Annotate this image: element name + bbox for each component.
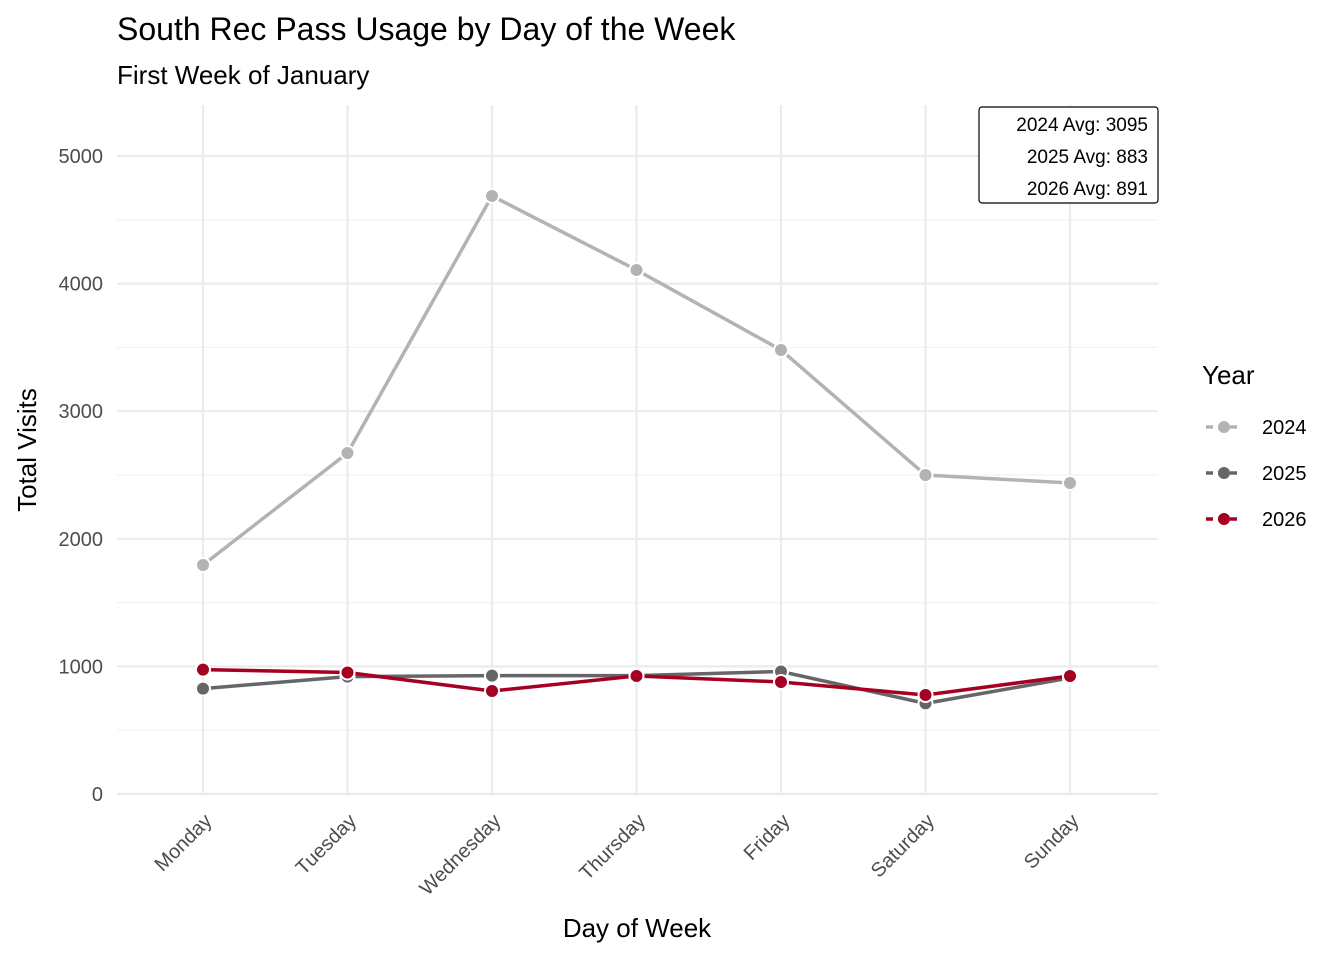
y-tick-label: 5000 bbox=[59, 146, 104, 168]
x-axis-label: Day of Week bbox=[563, 913, 712, 943]
average-annotation: 2024 Avg: 3095 2025 Avg: 883 2026 Avg: 891 bbox=[978, 106, 1159, 204]
data-point-2026 bbox=[773, 673, 789, 690]
annotation-line: 2025 Avg: 883 bbox=[1027, 147, 1148, 168]
x-tick-label: Sunday bbox=[1020, 810, 1084, 874]
annotation-line: 2026 Avg: 891 bbox=[1027, 179, 1148, 200]
y-tick-label: 2000 bbox=[59, 529, 104, 551]
data-point-2025 bbox=[484, 667, 500, 684]
legend-key-point bbox=[1218, 467, 1230, 479]
legend-label: 2025 bbox=[1262, 463, 1307, 485]
y-tick-label: 0 bbox=[92, 784, 103, 806]
legend-title: Year bbox=[1202, 360, 1255, 390]
x-tick-label: Monday bbox=[151, 810, 217, 876]
data-point-2024 bbox=[628, 261, 645, 278]
chart-subtitle: First Week of January bbox=[117, 60, 369, 90]
x-tick-label: Wednesday bbox=[416, 810, 506, 900]
y-tick-label: 1000 bbox=[59, 656, 104, 678]
data-point-2026 bbox=[339, 664, 356, 681]
x-tick-label: Thursday bbox=[576, 810, 651, 885]
data-point-2024 bbox=[917, 467, 934, 483]
data-point-2025 bbox=[195, 680, 211, 697]
y-tick-label: 3000 bbox=[59, 401, 104, 423]
data-point-2026 bbox=[195, 661, 211, 678]
annotation-line: 2024 Avg: 3095 bbox=[1016, 115, 1148, 136]
chart-title: South Rec Pass Usage by Day of the Week bbox=[117, 11, 736, 47]
x-tick-label: Tuesday bbox=[292, 810, 361, 879]
data-point-2024 bbox=[484, 187, 500, 204]
data-point-2026 bbox=[628, 667, 645, 684]
data-point-2026 bbox=[917, 686, 934, 703]
data-point-2024 bbox=[339, 445, 356, 462]
legend-key-point bbox=[1218, 421, 1230, 433]
data-point-2026 bbox=[484, 683, 500, 700]
y-tick-label: 4000 bbox=[59, 274, 104, 296]
legend-label: 2026 bbox=[1262, 509, 1307, 531]
x-tick-label: Saturday bbox=[867, 810, 939, 882]
legend: Year 2024 2025 2026 bbox=[1202, 360, 1307, 531]
legend-key-point bbox=[1218, 513, 1230, 525]
data-point-2026 bbox=[1062, 667, 1078, 684]
x-tick-label: Friday bbox=[740, 810, 795, 865]
data-point-2024 bbox=[195, 556, 211, 573]
data-point-2024 bbox=[1062, 475, 1078, 492]
legend-label: 2024 bbox=[1262, 417, 1307, 439]
y-axis-label: Total Visits bbox=[12, 388, 42, 512]
data-point-2024 bbox=[773, 341, 789, 358]
